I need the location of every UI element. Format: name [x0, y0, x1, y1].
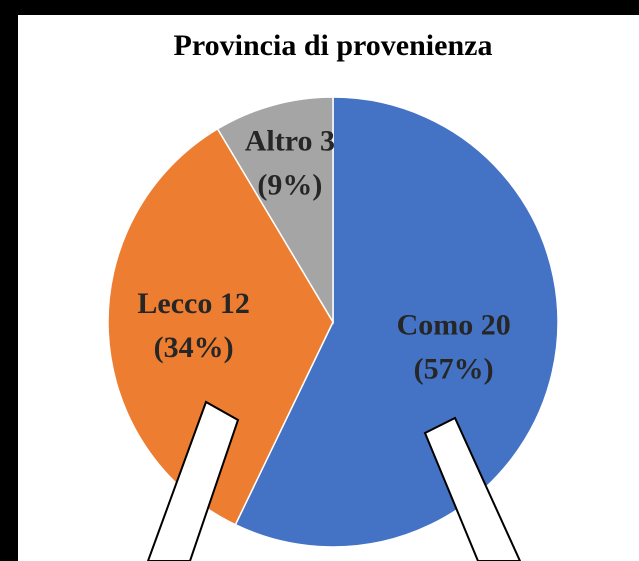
chart-title: Provincia di provenienza — [174, 29, 493, 62]
data-label: Lecco 12 — [137, 287, 249, 320]
overlay-shape — [423, 416, 522, 561]
data-label: Como 20 — [397, 308, 511, 341]
data-label: Altro 3 — [245, 125, 335, 158]
pie-slice — [234, 96, 559, 548]
pie-slice — [216, 96, 334, 325]
data-label: (57%) — [414, 352, 494, 385]
data-label: (9%) — [257, 169, 322, 202]
data-label: (34%) — [154, 331, 234, 364]
overlay-shape — [146, 400, 240, 561]
